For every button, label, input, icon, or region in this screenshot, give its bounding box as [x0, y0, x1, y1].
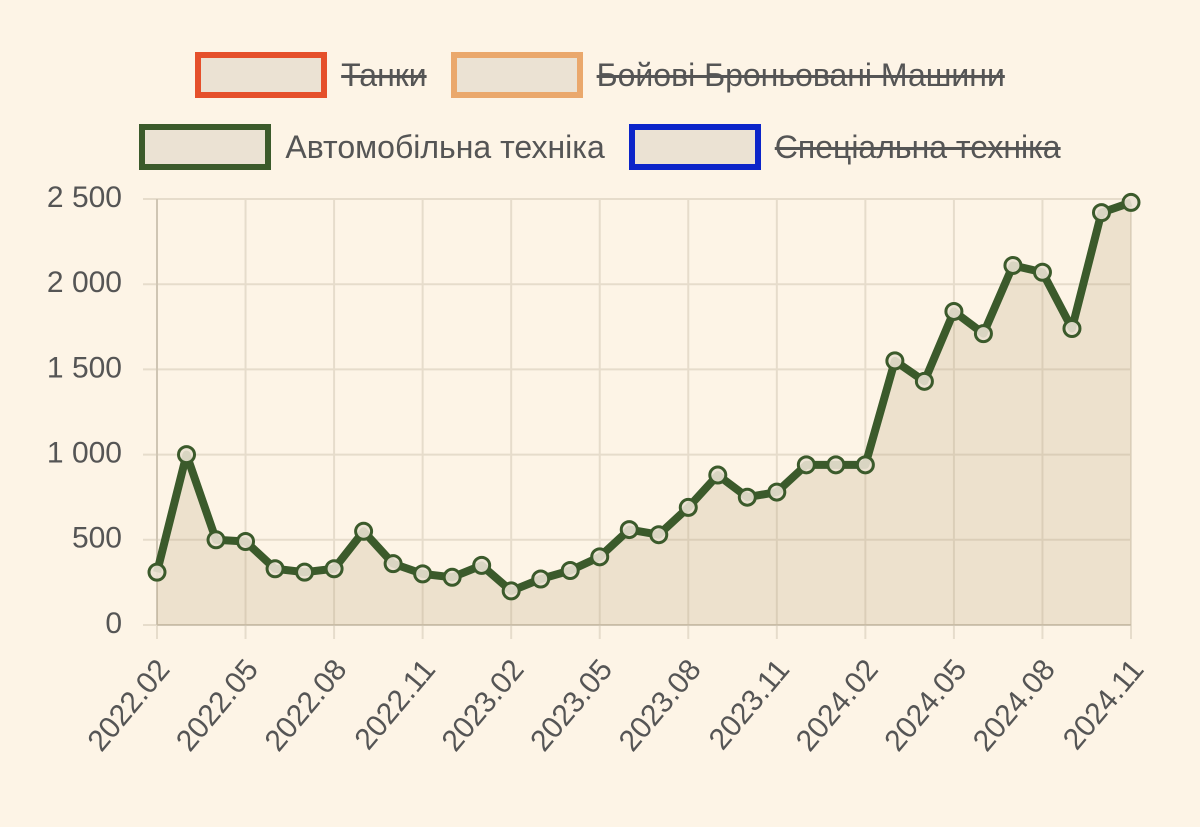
point [1003, 255, 1023, 275]
x-tick-label: 2023.08 [613, 653, 708, 757]
point [206, 530, 226, 550]
point [295, 562, 315, 582]
legend: Танки Бойові Броньовані Машини Автомобільн… [40, 52, 1160, 170]
legend-item[interactable]: Спеціальна техніка [628, 124, 1061, 170]
point [737, 487, 757, 507]
point [767, 482, 787, 502]
x-tick-label: 2024.05 [878, 653, 973, 757]
x-tick-label: 2024.02 [790, 653, 885, 757]
x-tick-label: 2022.05 [170, 653, 265, 757]
point [914, 371, 934, 391]
x-tick-label: 2024.11 [1057, 653, 1151, 756]
line [153, 198, 1133, 595]
point [472, 555, 492, 575]
point [383, 554, 403, 574]
legend-item[interactable]: Бойові Броньовані Машини [450, 52, 1005, 98]
legend-item[interactable]: Автомобільна техніка [139, 124, 605, 170]
point [265, 559, 285, 579]
point [885, 351, 905, 371]
x-tick-label: 2023.02 [436, 653, 531, 757]
y-tick-label: 1 000 [47, 437, 122, 470]
y-tick-label: 2 500 [47, 181, 122, 214]
point [501, 581, 521, 601]
point [796, 455, 816, 475]
point [649, 525, 669, 545]
point [147, 562, 167, 582]
y-tick-label: 1 500 [47, 351, 122, 384]
point [1032, 262, 1052, 282]
point [1091, 203, 1111, 223]
point [413, 564, 433, 584]
point [324, 559, 344, 579]
y-tick-label: 500 [72, 522, 122, 555]
point [236, 532, 256, 552]
point [590, 547, 610, 567]
legend-swatch [450, 52, 583, 98]
legend-swatch [139, 124, 272, 170]
legend-label: Бойові Броньовані Машини [596, 56, 1005, 93]
x-tick-label: 2022.02 [81, 653, 176, 757]
point [442, 567, 462, 587]
point [531, 569, 551, 589]
point [826, 455, 846, 475]
point [1062, 319, 1082, 339]
x-tick-label: 2023.05 [524, 653, 619, 757]
point [560, 560, 580, 580]
point [177, 445, 197, 465]
x-tick-label: 2024.08 [967, 653, 1062, 757]
x-tick-label: 2022.08 [259, 653, 354, 757]
point [973, 324, 993, 344]
x-tick-label: 2023.11 [703, 653, 797, 756]
y-tick-label: 2 000 [47, 266, 122, 299]
legend-label: Автомобільна техніка [285, 128, 605, 165]
legend-swatch [628, 124, 761, 170]
legend-swatch [195, 52, 328, 98]
area [157, 202, 1131, 625]
point [619, 520, 639, 540]
x-tick-label: 2022.11 [349, 653, 443, 756]
point [678, 497, 698, 517]
legend-item[interactable]: Танки [195, 52, 427, 98]
legend-label: Спеціальна техніка [774, 128, 1061, 165]
point [708, 465, 728, 485]
point [354, 521, 374, 541]
legend-label: Танки [341, 56, 427, 93]
y-tick-label: 0 [105, 607, 122, 640]
point [1121, 192, 1141, 212]
point [855, 455, 875, 475]
point [944, 301, 964, 321]
